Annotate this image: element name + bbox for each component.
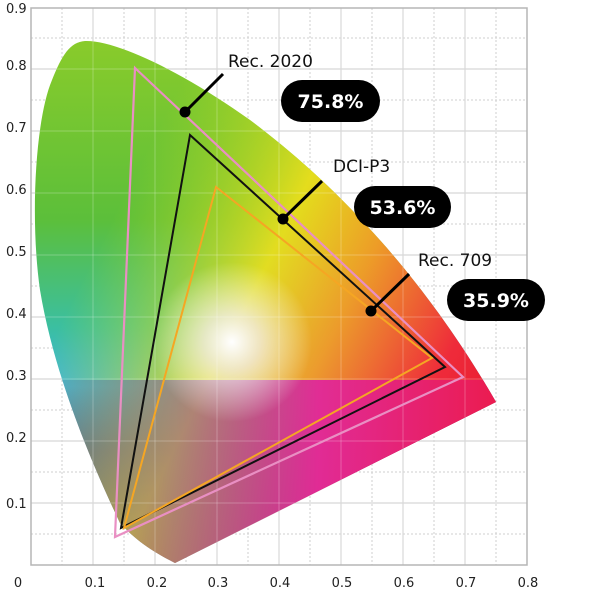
rec709-value: 35.9%	[463, 290, 529, 312]
rec2020-label: Rec. 2020	[228, 52, 313, 72]
svg-text:0.3: 0.3	[6, 369, 27, 384]
dcip3-value: 53.6%	[370, 197, 436, 219]
svg-text:0.9: 0.9	[6, 2, 27, 17]
svg-text:0: 0	[14, 576, 22, 591]
svg-text:0.1: 0.1	[85, 576, 106, 591]
svg-text:0.4: 0.4	[270, 576, 291, 591]
svg-text:0.2: 0.2	[6, 431, 27, 446]
svg-text:0.6: 0.6	[394, 576, 415, 591]
rec709-callout: Rec. 709 35.9%	[365, 251, 545, 321]
svg-text:0.7: 0.7	[6, 121, 27, 136]
rec2020-gamut	[113, 65, 465, 539]
y-axis-ticks: 0.9 0.8 0.7 0.6 0.5 0.4 0.3 0.2 0.1	[6, 2, 27, 512]
dcip3-callout: DCI-P3 53.6%	[277, 157, 451, 228]
svg-text:0.4: 0.4	[6, 307, 27, 322]
svg-text:0.8: 0.8	[518, 576, 539, 591]
rec709-gamut	[122, 185, 434, 531]
rec709-label: Rec. 709	[418, 251, 492, 271]
svg-text:0.2: 0.2	[147, 576, 168, 591]
rec2020-callout: Rec. 2020 75.8%	[179, 52, 380, 122]
svg-text:0.6: 0.6	[6, 183, 27, 198]
svg-text:0.1: 0.1	[6, 497, 27, 512]
x-axis-ticks: 0 0.1 0.2 0.3 0.4 0.5 0.6 0.7 0.8	[14, 576, 538, 591]
rec2020-value: 75.8%	[298, 91, 364, 113]
rec709-pill	[447, 279, 545, 321]
svg-text:0.7: 0.7	[456, 576, 477, 591]
svg-text:0.5: 0.5	[6, 245, 27, 260]
svg-text:0.5: 0.5	[332, 576, 353, 591]
svg-text:0.8: 0.8	[6, 59, 27, 74]
dcip3-label: DCI-P3	[333, 157, 390, 177]
dcip3-gamut	[119, 133, 447, 530]
rec2020-pill	[281, 80, 380, 122]
svg-text:0.3: 0.3	[208, 576, 229, 591]
dcip3-pill	[354, 186, 451, 228]
